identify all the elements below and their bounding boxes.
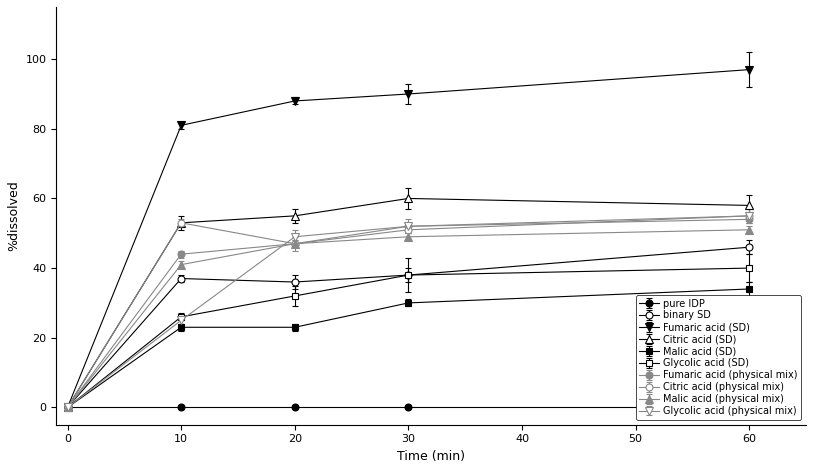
Legend: pure IDP, binary SD, Fumaric acid (SD), Citric acid (SD), Malic acid (SD), Glyco: pure IDP, binary SD, Fumaric acid (SD), … — [636, 295, 801, 420]
X-axis label: Time (min): Time (min) — [397, 450, 465, 463]
Y-axis label: %dissolved: %dissolved — [7, 180, 20, 251]
